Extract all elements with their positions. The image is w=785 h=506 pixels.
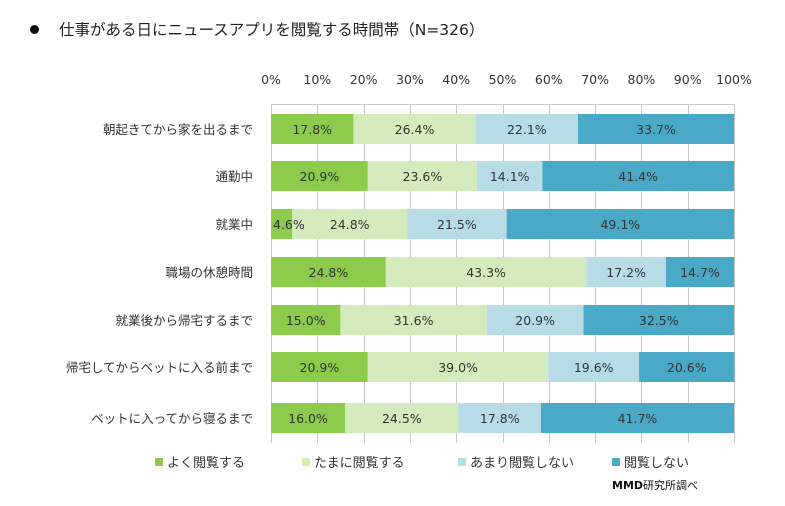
category-label: 朝起きてから家を出るまで <box>103 122 253 137</box>
source-brand: MMD <box>612 479 644 492</box>
value-label: 20.9% <box>300 360 340 375</box>
bar-segment <box>340 305 487 335</box>
bar-segment <box>458 403 541 433</box>
x-tick-label: 30% <box>396 72 424 87</box>
value-label: 26.4% <box>395 122 435 137</box>
bar-segment <box>639 352 735 382</box>
bar-segment <box>475 114 578 144</box>
source-suffix: 研究所調べ <box>643 479 699 492</box>
legend-item: あまり閲覧しない <box>458 452 574 471</box>
value-label: 20.9% <box>300 169 340 184</box>
bar-segment <box>586 257 666 287</box>
value-label: 17.8% <box>480 411 520 426</box>
category-label: 帰宅してからベットに入る前まで <box>66 360 253 375</box>
value-label: 24.8% <box>309 265 349 280</box>
category-labels: 朝起きてから家を出るまで通勤中就業中職場の休憩時間就業後から帰宅するまで帰宅して… <box>66 122 253 426</box>
x-tick-label: 100% <box>716 72 752 87</box>
value-label: 14.7% <box>680 265 720 280</box>
x-tick-label: 80% <box>628 72 656 87</box>
bar-segment <box>548 352 640 382</box>
x-axis-ticks: 0% 10% 20% 30% 40% 50% 60% 70% 80% 90% 100% <box>261 72 752 87</box>
value-label: 19.6% <box>574 360 614 375</box>
value-label: 24.5% <box>382 411 422 426</box>
bar-segment <box>271 403 346 433</box>
value-label: 17.8% <box>292 122 332 137</box>
bar-segment <box>385 257 587 287</box>
value-label: 23.6% <box>403 169 443 184</box>
x-tick-label: 40% <box>442 72 470 87</box>
source-credit: MMD研究所調べ <box>612 477 698 493</box>
bar-segment <box>583 305 734 335</box>
value-label: 20.6% <box>667 360 707 375</box>
chart-title-text: 仕事がある日にニュースアプリを閲覧する時間帯（N=326） <box>59 21 485 39</box>
value-label: 41.4% <box>618 169 658 184</box>
chart-title: 仕事がある日にニュースアプリを閲覧する時間帯（N=326） <box>30 18 484 40</box>
value-label: 31.6% <box>394 313 434 328</box>
bar-segment <box>353 114 476 144</box>
bar-segment <box>506 209 734 239</box>
bar-segment <box>367 352 549 382</box>
legend-swatch <box>155 457 163 466</box>
legend: よく閲覧する たまに閲覧する あまり閲覧しない 閲覧しない <box>155 452 755 472</box>
value-label: 33.7% <box>636 122 676 137</box>
legend-item: 閲覧しない <box>612 452 689 471</box>
category-label: 就業後から帰宅するまで <box>115 313 253 328</box>
bar-segment <box>577 114 734 144</box>
bar-segment <box>345 403 459 433</box>
bar-segment <box>477 161 543 191</box>
bar-segment <box>271 209 293 239</box>
bar-segment <box>542 161 734 191</box>
legend-item: たまに閲覧する <box>302 452 405 471</box>
bar-segment <box>407 209 507 239</box>
bullet-icon <box>30 24 39 34</box>
value-label: 16.0% <box>288 411 328 426</box>
value-label: 14.1% <box>490 169 530 184</box>
value-label: 41.7% <box>618 411 658 426</box>
value-label: 20.9% <box>515 313 555 328</box>
x-tick-label: 20% <box>350 72 378 87</box>
value-label: 17.2% <box>606 265 646 280</box>
x-tick-label: 70% <box>581 72 609 87</box>
bar-segment <box>271 352 368 382</box>
x-tick-label: 90% <box>674 72 702 87</box>
legend-label: たまに閲覧する <box>314 456 405 471</box>
legend-label: あまり閲覧しない <box>470 456 575 471</box>
legend-swatch <box>302 457 310 466</box>
legend-label: 閲覧しない <box>624 456 690 471</box>
bar-segment <box>271 305 341 335</box>
x-tick-label: 60% <box>535 72 563 87</box>
legend-swatch <box>612 457 620 466</box>
category-label: ベットに入ってから寝るまで <box>91 411 253 426</box>
bar-segment <box>271 114 354 144</box>
x-tick-label: 50% <box>489 72 517 87</box>
value-label: 22.1% <box>507 122 547 137</box>
x-tick-label: 10% <box>303 72 331 87</box>
bar-segment <box>665 257 734 287</box>
bar-segment <box>271 257 386 287</box>
value-label: 43.3% <box>466 265 506 280</box>
legend-item: よく閲覧する <box>155 452 245 471</box>
value-label: 21.5% <box>437 217 477 232</box>
value-label: 49.1% <box>600 217 640 232</box>
category-label: 就業中 <box>215 217 253 232</box>
bar-segment <box>540 403 734 433</box>
value-label: 39.0% <box>438 360 478 375</box>
bar-segment <box>367 161 478 191</box>
legend-swatch <box>458 457 466 466</box>
category-label: 職場の休憩時間 <box>165 265 253 280</box>
value-label: 24.8% <box>330 217 370 232</box>
x-tick-label: 0% <box>261 72 281 87</box>
bar-segment <box>271 161 368 191</box>
value-label: 15.0% <box>286 313 326 328</box>
category-label: 通勤中 <box>215 169 253 184</box>
value-label: 4.6% <box>273 217 305 232</box>
bar-segment <box>292 209 408 239</box>
bars <box>271 114 735 433</box>
value-label: 32.5% <box>639 313 679 328</box>
bar-segment <box>486 305 584 335</box>
legend-label: よく閲覧する <box>167 456 246 471</box>
value-labels: 17.8% 26.4% 22.1% 33.7% 20.9% 23.6% 14.1% 41.4%… <box>273 122 720 426</box>
